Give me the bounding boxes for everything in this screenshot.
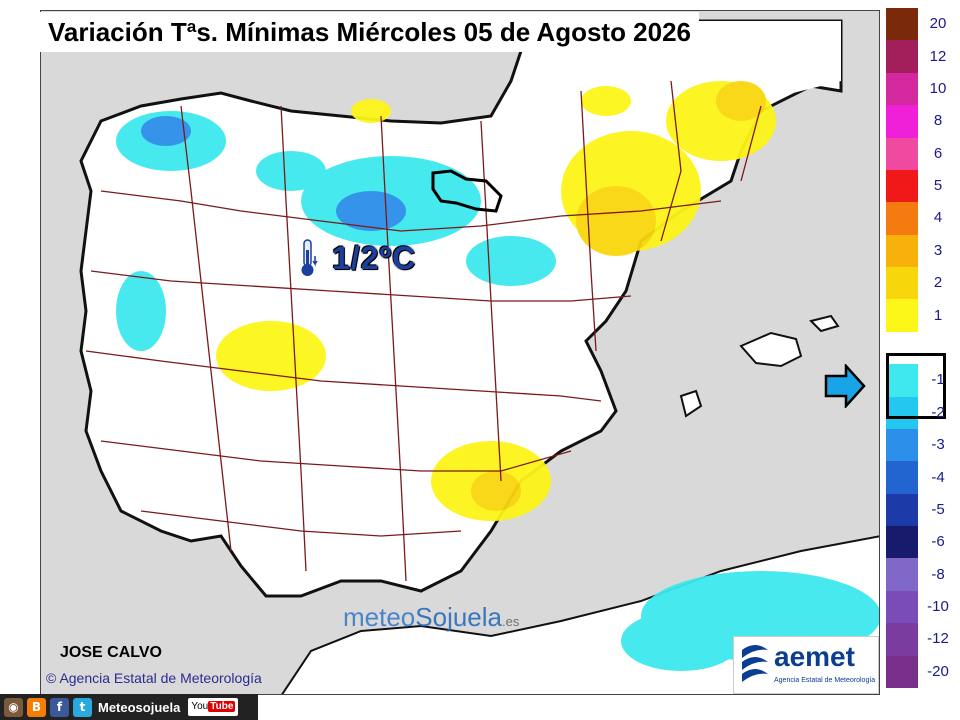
positive-variation-areas [216,81,776,521]
watermark-suffix: .es [502,614,520,629]
legend-swatch [886,428,918,462]
legend-label: -12 [927,630,949,648]
author-label: JOSE CALVO [60,644,162,661]
camera-icon[interactable]: ◉ [4,697,23,717]
legend-swatch [886,299,918,332]
social-handle: Meteosojuela [98,699,181,715]
legend-swatch [886,169,918,203]
legend-swatch [886,590,918,624]
legend-label: -10 [927,598,949,616]
legend-label: 4 [933,209,943,227]
balearic-menorca [809,314,840,333]
arrow-right-icon [824,364,866,408]
aemet-logo: aemet Agencia Estatal de Meteorología [733,636,879,694]
legend-swatch [886,493,918,527]
legend-swatch [886,40,918,73]
meteosojuela-watermark: meteoSojuela.es [343,602,519,633]
aemet-logo-subtitle: Agencia Estatal de Meteorología [774,677,876,684]
legend-label: -1 [931,371,945,389]
legend-label: 1 [933,306,943,324]
legend-swatch [886,105,918,138]
legend-swatch [886,267,918,300]
legend-swatch [886,461,918,494]
legend-swatch [886,331,918,365]
legend-swatch [886,364,918,397]
aemet-emblem-icon [742,645,768,682]
la-rioja-region [431,169,503,213]
legend-swatch [886,526,918,559]
legend-swatch [886,72,918,106]
youtube-tube-word: Tube [208,701,236,712]
legend-swatch [886,202,918,235]
legend-label: 6 [933,144,943,162]
legend-swatch [886,8,918,41]
legend-swatch [886,655,918,688]
legend-label: 12 [929,47,947,65]
balearic-mallorca [739,331,803,368]
region-value-label: 1/2ºC [332,239,417,276]
legend-swatch [886,623,918,656]
watermark-part2: Sojuela [415,602,502,632]
legend-label: 5 [933,177,943,195]
map-frame [40,10,880,695]
legend-label: -20 [927,662,949,680]
legend-swatch [886,234,918,268]
province-borders [85,80,762,582]
legend-swatch [886,137,918,170]
youtube-word: You [191,701,209,712]
twitter-icon[interactable]: t [73,697,92,717]
legend-label: -2 [931,403,945,421]
region-value-callout: 1/2ºC [298,238,416,278]
legend-label: -3 [931,436,945,454]
legend-label: 8 [933,112,943,130]
blogger-icon[interactable]: B [27,697,46,717]
legend-swatch [886,558,918,591]
agency-credit: © Agencia Estatal de Meteorología [46,670,262,686]
legend-label: 2 [933,274,943,292]
legend-highlight-box [886,353,946,419]
aemet-logo-text: aemet [774,641,855,672]
legend-label: -8 [931,565,945,583]
legend-swatch [886,396,918,429]
legend-label: 3 [933,241,943,259]
watermark-part1: meteo [343,602,416,632]
youtube-icon[interactable]: You Tube [188,698,239,716]
legend-label: -4 [931,468,945,486]
agency-credit-text: Agencia Estatal de Meteorología [59,670,262,686]
legend-label: -6 [931,533,945,551]
balearic-ibiza [679,389,703,418]
social-bar: ◉ B f t Meteosojuela You Tube [0,694,258,720]
iberia-map [41,11,879,694]
legend-label: -5 [931,500,945,518]
legend-label: 10 [929,79,947,97]
map-title: Variación Tªs. Mínimas Miércoles 05 de A… [40,12,700,52]
legend-label: 20 [929,15,947,33]
facebook-icon[interactable]: f [50,697,69,717]
thermometer-icon [301,239,318,276]
color-legend: 20 12 10 8 6 5 4 3 2 1 -1 -2 -3 -4 -5 -6 -8 -10 -12 -20 [886,8,956,688]
negative-variation-areas [116,111,879,671]
